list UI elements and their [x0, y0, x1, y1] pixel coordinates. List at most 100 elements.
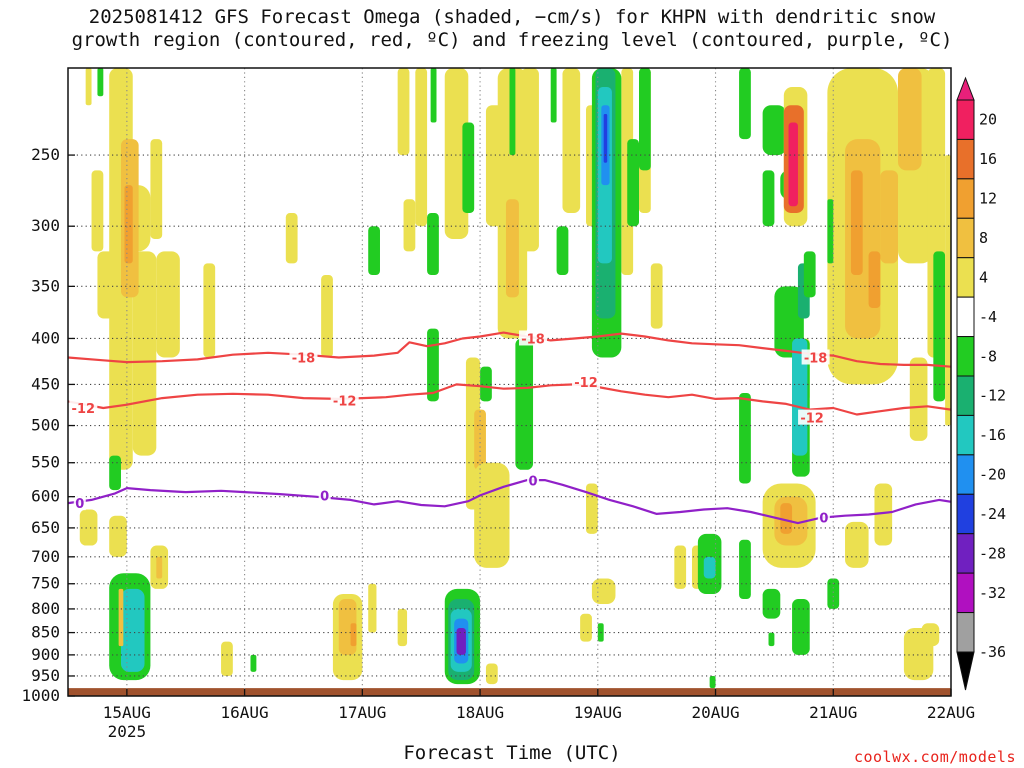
colorbar-bin: [956, 454, 975, 495]
contour-label-bg: [817, 509, 830, 525]
omega-region: [124, 185, 133, 264]
y-tick-label: 750: [31, 574, 60, 593]
colorbar-bin: [956, 257, 975, 298]
omega-region: [827, 578, 840, 609]
contour-label-bg: [73, 495, 86, 511]
omega-region: [221, 641, 233, 676]
colorbar-label: -36: [979, 643, 1006, 661]
y-tick-label: 700: [31, 547, 60, 566]
x-tick-label: 19AUG: [574, 703, 622, 722]
omega-region: [762, 105, 787, 156]
contour-label: -12: [333, 395, 357, 410]
omega-region: [456, 627, 466, 655]
omega-region: [150, 139, 163, 240]
omega-region: [321, 275, 333, 358]
omega-region: [650, 263, 663, 329]
omega-region: [109, 515, 127, 557]
colorbar-label: -12: [979, 387, 1006, 405]
contour-label-bg: [69, 399, 98, 415]
credit-text: coolwx.com/models: [853, 748, 1016, 766]
omega-region: [203, 263, 216, 358]
omega-region: [868, 251, 881, 309]
contour-label: -18: [804, 352, 828, 367]
ground-fill: [68, 688, 951, 696]
colorbar-bin: [956, 375, 975, 416]
colorbar-top-arrow: [956, 76, 975, 101]
colorbar-label: 8: [979, 229, 988, 247]
x-tick-label: 16AUG: [221, 703, 269, 722]
omega-region: [827, 199, 834, 264]
x-tick-label: 20AUG: [691, 703, 739, 722]
x-tick-label: 15AUG: [103, 703, 151, 722]
x-tick-label: 17AUG: [338, 703, 386, 722]
omega-region: [674, 545, 687, 589]
y-tick-label: 400: [31, 328, 60, 347]
colorbar-label: -32: [979, 584, 1006, 602]
omega-region: [739, 392, 751, 484]
omega-region: [945, 155, 951, 426]
omega-region: [462, 122, 475, 213]
x-tick-label: 18AUG: [456, 703, 504, 722]
omega-region: [156, 556, 163, 579]
omega-region: [118, 588, 124, 647]
omega-region: [933, 251, 946, 402]
omega-region: [803, 251, 816, 298]
omega-region: [480, 366, 492, 402]
omega-region: [845, 521, 869, 568]
omega-region: [639, 68, 651, 171]
y-tick-label: 800: [31, 599, 60, 618]
contour-label: 0: [75, 497, 84, 512]
omega-shading: [79, 68, 951, 689]
x-tick-label: 21AUG: [809, 703, 857, 722]
contour-lines: -18 -18 -18 -12 -12 -12 -12 0 0 0 0: [68, 330, 951, 527]
contour-label-bg: [289, 349, 318, 365]
y-tick-label: 450: [31, 374, 60, 393]
omega-region: [762, 588, 781, 619]
omega-region: [739, 539, 751, 600]
omega-region: [397, 68, 410, 156]
omega-region: [709, 675, 716, 689]
colorbar-bin: [956, 138, 975, 180]
omega-region: [762, 170, 775, 227]
colorbar-bin: [956, 572, 975, 614]
y-tick-label: 1000: [21, 686, 60, 705]
omega-region: [474, 462, 510, 568]
omega-region: [703, 556, 716, 579]
colorbar-label: 12: [979, 190, 997, 208]
y-tick-label: 500: [31, 416, 60, 435]
contour-label: 0: [320, 489, 329, 504]
contour-label: -12: [72, 402, 96, 417]
contour-label-bg: [318, 487, 331, 503]
colorbar-bin: [956, 336, 975, 377]
colorbar-bin: [956, 533, 975, 574]
y-tick-label: 250: [31, 145, 60, 164]
contour-line: [68, 383, 951, 416]
omega-region: [792, 599, 810, 655]
omega-region: [132, 251, 157, 456]
colorbar-label: -8: [979, 347, 997, 365]
omega-region: [591, 578, 616, 605]
omega-region: [79, 509, 98, 546]
contour-label-bg: [330, 392, 359, 408]
colorbar-bin: [956, 414, 975, 456]
omega-region: [586, 483, 598, 534]
colorbar-label: 16: [979, 150, 997, 168]
omega-region: [627, 139, 640, 227]
contour-label-bg: [519, 330, 548, 346]
colorbar-label: -24: [979, 505, 1006, 523]
contour-label: 0: [819, 512, 828, 527]
omega-region: [403, 199, 416, 252]
colorbar-label: 4: [979, 268, 988, 286]
omega-region: [792, 338, 808, 456]
contour-label: -12: [800, 412, 824, 427]
omega-region: [562, 68, 581, 213]
y-tick-label: 650: [31, 518, 60, 537]
omega-region: [285, 212, 298, 264]
y-tick-label: 350: [31, 276, 60, 295]
colorbar-bin: [956, 493, 975, 535]
contour-label-bg: [572, 373, 601, 389]
colorbar-bin: [956, 217, 975, 259]
omega-region: [85, 68, 92, 106]
